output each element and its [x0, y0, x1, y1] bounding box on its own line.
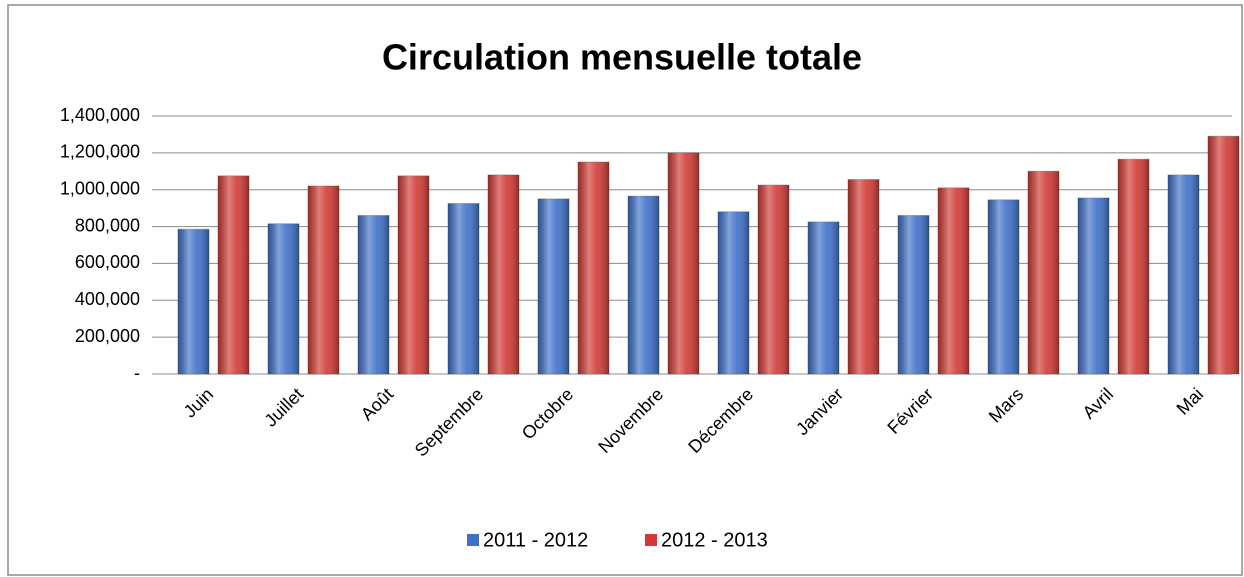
legend-label: 2012 - 2013: [661, 529, 768, 551]
bar: [847, 179, 880, 375]
legend-swatch: [645, 534, 657, 546]
y-tick-label: 800,000: [75, 215, 140, 235]
bar: [177, 228, 210, 375]
bar: [1167, 174, 1200, 375]
y-tick-label: 1,200,000: [60, 142, 140, 162]
bar: [717, 211, 750, 375]
bar: [1207, 135, 1240, 375]
y-tick-label: 600,000: [75, 252, 140, 272]
y-tick-label: 400,000: [75, 289, 140, 309]
bar: [897, 215, 930, 375]
bar: [397, 175, 430, 375]
bar: [217, 175, 250, 375]
bar: [267, 223, 300, 375]
bar: [537, 198, 570, 375]
bar: [307, 185, 340, 375]
y-tick-label: -: [134, 363, 140, 383]
bar: [627, 195, 660, 375]
bar: [577, 161, 610, 375]
bar: [757, 184, 790, 375]
legend-label: 2011 - 2012: [483, 529, 588, 551]
bar: [357, 215, 390, 375]
bar: [447, 203, 480, 375]
bar: [807, 221, 840, 375]
bar: [487, 174, 520, 375]
y-tick-label: 1,000,000: [60, 178, 140, 198]
bar: [987, 199, 1020, 375]
bar: [937, 187, 970, 375]
bar: [1117, 158, 1150, 375]
y-tick-label: 200,000: [75, 326, 140, 346]
bar: [1077, 197, 1110, 375]
y-tick-label: 1,400,000: [60, 105, 140, 125]
legend-swatch: [467, 534, 479, 546]
chart-title: Circulation mensuelle totale: [382, 37, 862, 78]
bar: [1027, 170, 1060, 375]
bar: [667, 152, 700, 375]
